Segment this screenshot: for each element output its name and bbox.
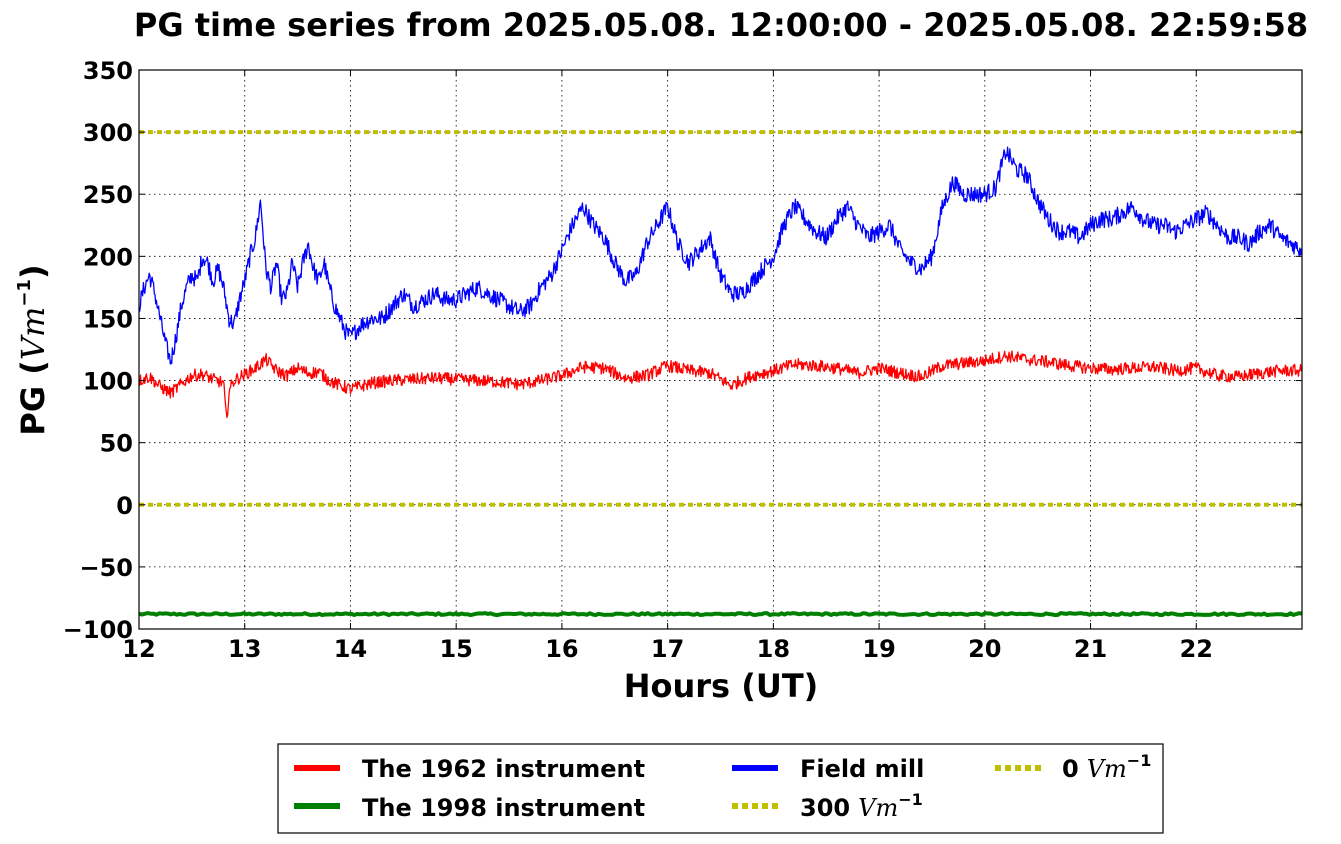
y-tick-label: 50 [100,430,133,458]
series-line-inst1998 [138,611,1303,618]
plot-series [138,130,1303,618]
series-line-inst1962 [138,350,1303,419]
legend-entry-0-line: 0 Vm−1 [995,751,1151,783]
y-axis-label-prefix: PG ( [14,360,52,435]
y-axis-label-suffix: ) [14,264,52,279]
legend-label-300-sup: −1 [898,790,923,809]
legend-entry-300-line: 300 Vm−1 [732,790,923,822]
y-tick-label: 100 [83,368,133,396]
x-tick-label: 13 [228,635,261,663]
legend-label-1998-instrument: The 1998 instrument [362,794,645,822]
x-axis-label: Hours (UT) [624,667,819,705]
y-tick-label: −50 [79,554,133,582]
legend-box [277,743,1164,834]
legend: The 1962 instrument The 1998 instrument … [277,743,1164,834]
y-tick-label: 150 [83,305,133,333]
legend-label-300-line: 300 Vm−1 [800,790,923,822]
x-tick-label: 18 [757,635,790,663]
legend-entry-1998-instrument: The 1998 instrument [294,794,645,822]
y-tick-label: −100 [63,616,133,644]
y-axis-label-text: PG (Vm−1) [14,264,52,435]
legend-entry-1962-instrument: The 1962 instrument [294,755,645,783]
chart-title: PG time series from 2025.05.08. 12:00:00… [134,6,1308,44]
x-tick-label: 15 [439,635,472,663]
x-tick-label: 16 [545,635,578,663]
legend-label-1962-instrument: The 1962 instrument [362,755,645,783]
legend-entry-field-mill: Field mill [732,755,924,783]
axis-ticks: 12 13 14 15 16 17 18 19 20 21 22 −100 −50 0 50 100 150 20… [63,57,1302,663]
y-tick-label: 200 [83,243,133,271]
legend-label-0-line: 0 Vm−1 [1062,751,1151,783]
grid-lines [139,70,1302,629]
legend-label-field-mill: Field mill [800,755,924,783]
y-axis-label-sup: −1 [14,279,35,307]
y-axis-label-math: Vm [14,307,52,360]
x-tick-label: 12 [122,635,155,663]
legend-label-0-sup: −1 [1127,751,1152,770]
legend-label-0-math: Vm [1087,755,1127,783]
y-tick-label: 0 [116,492,133,520]
x-tick-label: 21 [1074,635,1107,663]
x-tick-label: 17 [651,635,684,663]
x-tick-label: 14 [334,635,367,663]
y-tick-label: 300 [83,119,133,147]
x-tick-label: 20 [968,635,1001,663]
series-line-fieldmill [138,146,1303,365]
plot-area-frame [138,69,1303,630]
x-tick-label: 19 [862,635,895,663]
legend-label-0-value: 0 [1062,755,1079,783]
y-tick-label: 250 [83,181,133,209]
y-tick-label: 350 [83,57,133,85]
legend-label-300-value: 300 [800,794,850,822]
legend-label-300-math: Vm [858,794,898,822]
x-tick-label: 22 [1180,635,1213,663]
y-axis-label: PG (Vm−1) [14,264,52,435]
